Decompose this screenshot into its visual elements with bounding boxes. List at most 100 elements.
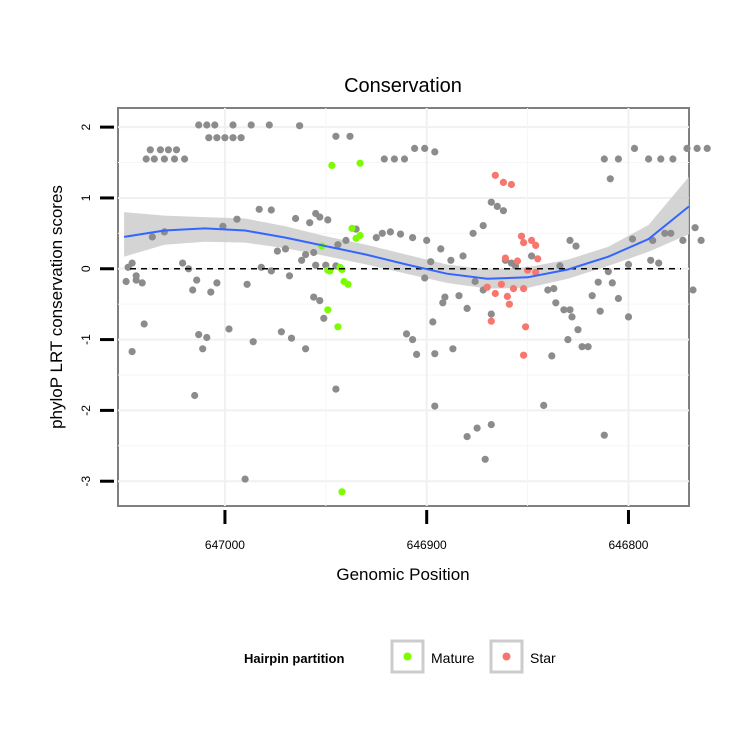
- legend-marker-star: [502, 652, 511, 661]
- point-star: [517, 232, 526, 240]
- point-other: [281, 245, 290, 253]
- point-other: [431, 402, 439, 410]
- point-other: [703, 144, 711, 152]
- point-mature: [348, 224, 356, 232]
- point-star: [532, 268, 540, 276]
- confidence-ribbon-layer: [124, 176, 690, 289]
- point-star: [513, 257, 522, 265]
- point-other: [195, 331, 203, 339]
- point-other: [316, 213, 324, 221]
- y-tick-label: -2: [79, 405, 93, 416]
- point-other: [324, 216, 332, 224]
- point-other: [437, 245, 445, 253]
- point-other: [316, 297, 324, 305]
- point-other: [378, 229, 386, 237]
- point-other: [600, 431, 608, 439]
- smooth-line: [123, 205, 690, 280]
- axes: -3 -2 -1 0 1 2 647000 646900 646800: [79, 123, 649, 552]
- legend-label-mature: Mature: [431, 650, 475, 666]
- point-other: [471, 277, 479, 286]
- point-other: [213, 134, 221, 142]
- point-other: [372, 234, 380, 242]
- point-other: [265, 121, 273, 129]
- point-mature: [334, 323, 342, 331]
- point-other: [179, 259, 187, 267]
- point-other: [142, 155, 150, 163]
- point-other: [548, 352, 556, 360]
- point-other: [267, 206, 275, 214]
- chart-title: Conservation: [344, 75, 462, 97]
- point-other: [199, 345, 207, 353]
- point-star: [520, 285, 528, 293]
- point-other: [528, 252, 536, 260]
- point-other: [689, 286, 697, 294]
- point-other: [540, 401, 548, 409]
- point-other: [292, 214, 300, 223]
- point-other: [386, 228, 394, 236]
- point-other: [247, 121, 255, 129]
- point-other: [146, 146, 154, 154]
- point-other: [213, 279, 221, 287]
- point-other: [402, 330, 411, 338]
- point-other: [614, 155, 623, 163]
- point-other: [439, 299, 447, 307]
- x-axis-label: Genomic Position: [336, 565, 469, 584]
- point-other: [600, 155, 608, 163]
- point-other: [302, 345, 310, 353]
- point-other: [181, 155, 189, 163]
- point-other: [614, 294, 623, 303]
- point-other: [493, 202, 501, 210]
- point-other: [499, 207, 507, 215]
- point-other: [479, 222, 487, 230]
- legend-key-mature: [390, 639, 425, 674]
- point-mature: [324, 266, 332, 274]
- point-mature: [338, 488, 346, 496]
- point-other: [423, 236, 431, 244]
- point-other: [459, 252, 467, 260]
- point-other: [578, 343, 586, 351]
- point-other: [697, 236, 705, 244]
- point-other: [693, 144, 701, 152]
- point-other: [346, 132, 354, 140]
- point-mature: [356, 159, 364, 167]
- point-other: [255, 205, 263, 213]
- point-star: [509, 285, 518, 293]
- point-other: [193, 276, 201, 284]
- point-star: [497, 280, 505, 288]
- point-other: [669, 155, 677, 163]
- point-other: [172, 146, 181, 154]
- point-other: [667, 229, 675, 237]
- point-other: [487, 421, 495, 429]
- points-layer: [122, 121, 711, 496]
- point-star: [501, 254, 509, 262]
- point-other: [630, 144, 639, 152]
- point-other: [332, 132, 340, 140]
- point-star: [520, 239, 528, 247]
- point-mature: [352, 234, 360, 242]
- point-other: [189, 286, 197, 294]
- point-other: [584, 343, 592, 351]
- point-other: [277, 328, 285, 336]
- point-other: [455, 292, 463, 300]
- point-star: [534, 255, 542, 263]
- y-tick-label: 1: [79, 194, 93, 201]
- point-other: [164, 146, 172, 154]
- point-other: [628, 235, 637, 243]
- point-star: [503, 292, 511, 300]
- point-other: [203, 121, 211, 129]
- point-other: [683, 144, 691, 152]
- point-other: [604, 268, 612, 276]
- point-other: [195, 121, 203, 129]
- point-other: [207, 288, 215, 296]
- y-tick-label: 2: [79, 123, 93, 130]
- point-other: [380, 155, 388, 163]
- point-other: [624, 313, 633, 321]
- point-other: [624, 260, 633, 269]
- point-mature: [344, 280, 352, 288]
- point-star: [505, 300, 513, 308]
- point-star: [483, 283, 491, 291]
- point-other: [170, 155, 179, 163]
- point-other: [469, 229, 477, 237]
- legend-label-star: Star: [530, 650, 556, 666]
